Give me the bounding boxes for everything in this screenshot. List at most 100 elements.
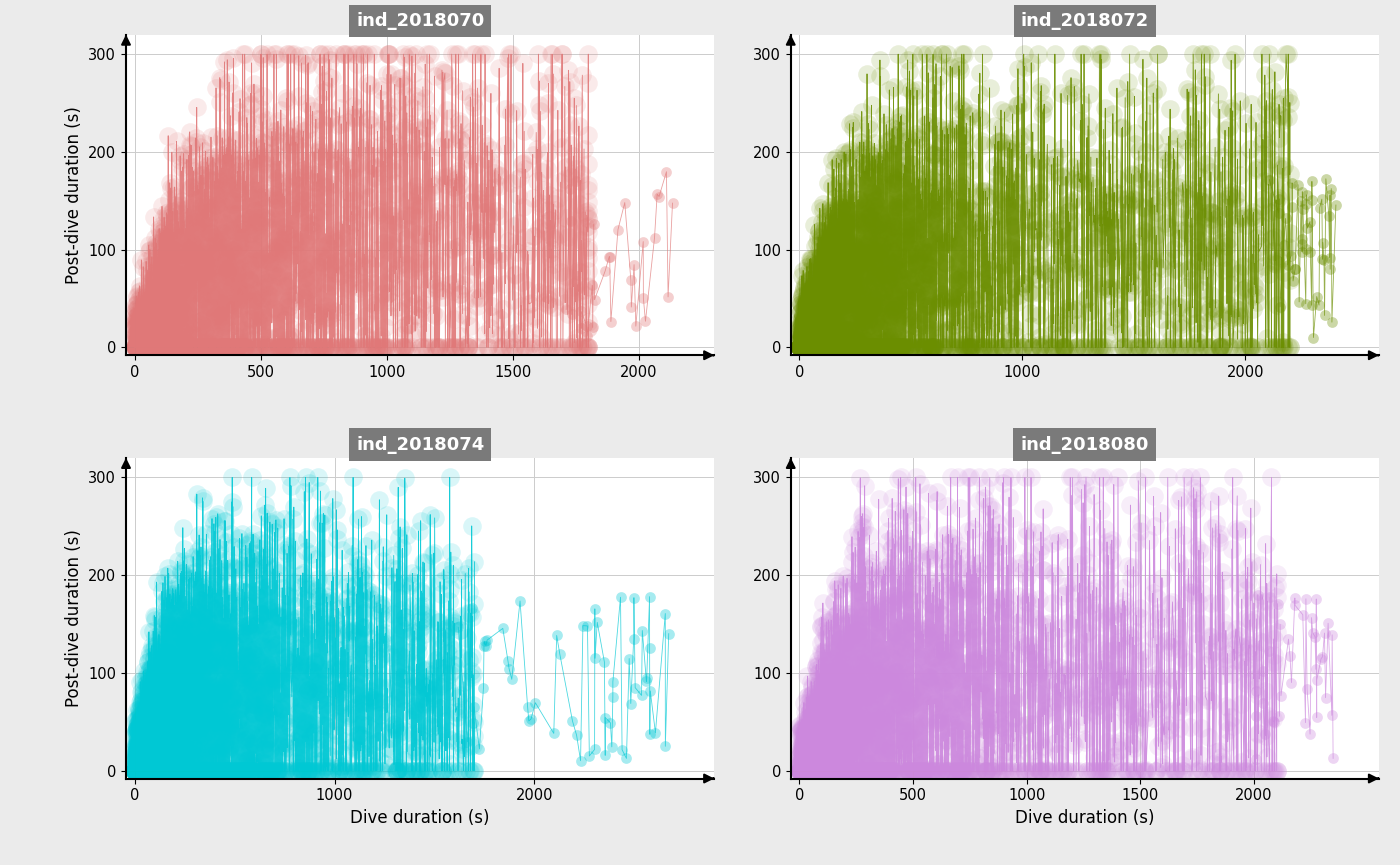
Point <box>1198 764 1221 778</box>
Point <box>174 708 196 721</box>
Point <box>792 341 815 355</box>
Point <box>514 163 536 176</box>
Point <box>889 264 911 278</box>
Point <box>512 341 535 355</box>
Point <box>836 271 858 285</box>
Point <box>197 764 220 778</box>
Point <box>133 334 155 348</box>
Point <box>132 338 154 352</box>
Point <box>791 764 813 778</box>
Point <box>322 761 344 775</box>
Point <box>323 723 346 737</box>
Point <box>134 764 157 778</box>
Point <box>126 753 148 767</box>
Point <box>211 739 234 753</box>
Point <box>193 325 216 339</box>
Point <box>1177 211 1200 225</box>
Point <box>1072 548 1095 562</box>
Point <box>829 253 851 267</box>
Point <box>830 341 853 355</box>
Point <box>125 764 147 778</box>
Point <box>918 115 941 129</box>
Point <box>193 716 216 730</box>
Point <box>287 706 309 720</box>
Point <box>837 742 860 756</box>
Point <box>125 735 147 749</box>
Point <box>158 741 181 755</box>
Point <box>871 240 893 253</box>
Point <box>797 714 819 728</box>
Point <box>874 194 896 208</box>
Point <box>816 326 839 340</box>
Point <box>1110 631 1133 644</box>
Point <box>294 312 316 326</box>
Point <box>147 764 169 778</box>
Point <box>972 48 994 61</box>
Point <box>155 701 178 714</box>
Point <box>217 705 239 719</box>
Point <box>182 734 204 748</box>
Point <box>353 48 375 61</box>
Point <box>861 341 883 355</box>
Point <box>143 330 165 344</box>
Point <box>125 764 147 778</box>
Point <box>190 299 213 313</box>
Point <box>844 712 867 726</box>
Point <box>930 297 952 311</box>
Point <box>154 655 176 669</box>
Point <box>809 304 832 317</box>
Point <box>462 214 484 227</box>
Point <box>244 284 266 298</box>
Point <box>171 160 193 174</box>
Point <box>823 764 846 778</box>
Point <box>913 341 935 355</box>
Point <box>561 341 584 355</box>
Point <box>1243 672 1266 686</box>
Point <box>127 307 150 321</box>
Point <box>840 625 862 638</box>
Point <box>158 596 181 610</box>
Point <box>217 627 239 641</box>
Point <box>881 730 903 744</box>
Point <box>799 252 822 266</box>
Point <box>193 606 216 620</box>
Point <box>266 599 288 613</box>
Point <box>791 341 813 355</box>
Point <box>449 287 472 301</box>
Point <box>154 734 176 748</box>
Point <box>820 341 843 355</box>
Point <box>175 675 197 689</box>
Point <box>847 250 869 264</box>
Point <box>291 262 314 276</box>
Point <box>175 746 197 759</box>
Point <box>902 602 924 616</box>
Point <box>220 341 242 355</box>
Point <box>154 327 176 341</box>
Point <box>1068 175 1091 189</box>
Point <box>130 696 153 710</box>
Point <box>882 589 904 603</box>
Point <box>186 671 209 685</box>
Point <box>189 664 211 678</box>
Point <box>206 242 228 256</box>
Point <box>819 624 841 638</box>
Point <box>861 226 883 240</box>
Point <box>850 678 872 692</box>
Point <box>283 734 305 748</box>
Point <box>134 764 157 778</box>
Title: ind_2018074: ind_2018074 <box>356 435 484 453</box>
Point <box>143 332 165 346</box>
Point <box>804 721 826 734</box>
Point <box>1001 341 1023 355</box>
Point <box>301 764 323 778</box>
Point <box>263 192 286 206</box>
Point <box>148 329 171 343</box>
Point <box>897 292 920 306</box>
Point <box>413 144 435 158</box>
Point <box>577 316 599 330</box>
Point <box>1103 740 1126 753</box>
Point <box>400 208 423 221</box>
Point <box>827 260 850 273</box>
Point <box>795 734 818 748</box>
Point <box>125 338 147 352</box>
